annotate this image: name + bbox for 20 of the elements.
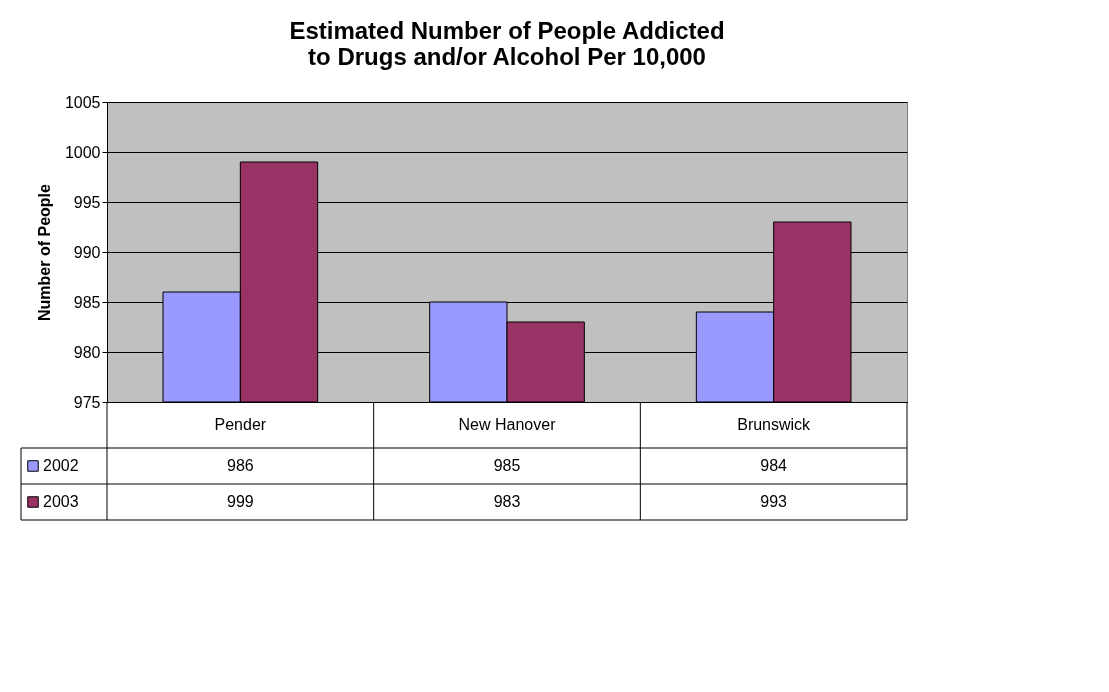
- y-axis-title: Number of People: [35, 183, 53, 321]
- y-tick-label: 990: [73, 243, 101, 261]
- legend-label: 2003: [43, 493, 79, 510]
- y-tick-label: 980: [73, 343, 101, 361]
- data-label: 986: [226, 457, 254, 474]
- data-label: 999: [226, 493, 254, 510]
- chart-title: Estimated Number of People Addicted to Drugs and/or Alcohol Per 10,000: [289, 17, 725, 70]
- y-tick-label: 975: [73, 393, 101, 411]
- legend-label: 2002: [43, 457, 79, 474]
- data-label: 984: [760, 457, 788, 474]
- data-label: 983: [493, 493, 521, 510]
- y-tick-label: 985: [73, 293, 101, 311]
- y-tick-label: 1005: [64, 93, 101, 111]
- x-tick-label: New Hanover: [458, 415, 557, 433]
- data-label: 993: [760, 493, 788, 510]
- data-label: 985: [493, 457, 521, 474]
- x-tick-label: Brunswick: [737, 415, 812, 433]
- y-tick-label: 1000: [64, 143, 101, 161]
- x-tick-label: Pender: [214, 415, 267, 433]
- y-tick-label: 995: [73, 193, 101, 211]
